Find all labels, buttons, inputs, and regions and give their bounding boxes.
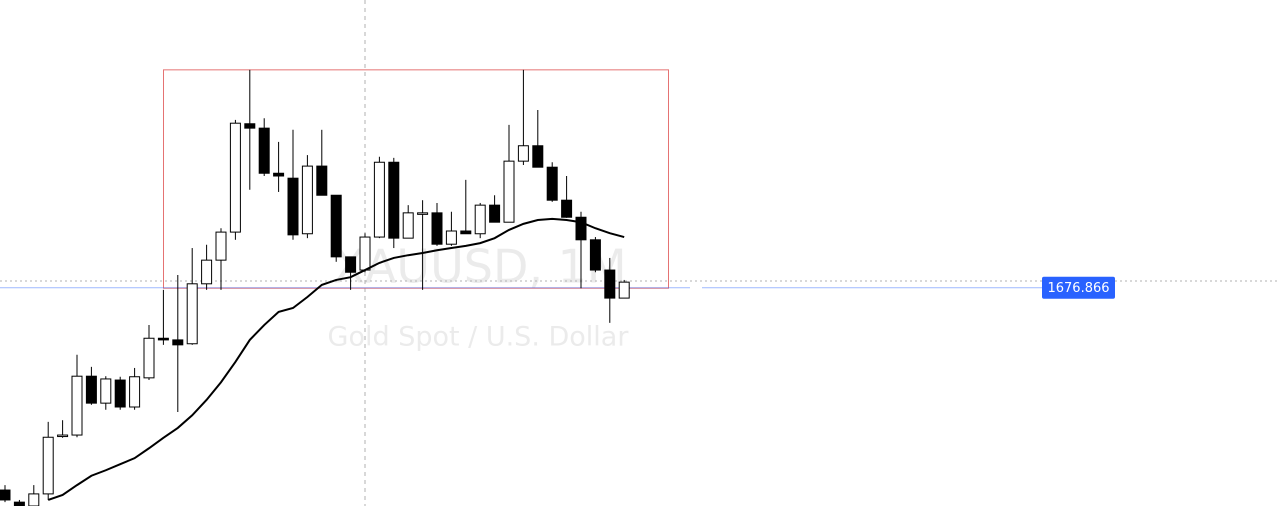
candle-body <box>316 165 328 196</box>
candle-body <box>301 165 313 235</box>
candle-body <box>287 177 299 236</box>
candle-body <box>445 230 457 245</box>
candle-body <box>489 204 501 223</box>
candle-body <box>474 204 486 235</box>
candle-body <box>114 379 126 408</box>
candle-body <box>359 236 371 271</box>
candle-body <box>13 501 25 506</box>
candle-body <box>28 493 40 506</box>
candle-body <box>431 212 443 245</box>
candle-body <box>330 194 342 258</box>
candle-body <box>42 436 54 495</box>
range-box <box>163 69 669 289</box>
candle-body <box>0 489 11 501</box>
price-label-box <box>1042 276 1115 299</box>
price-label: 1676.866 <box>1047 281 1109 296</box>
watermark-symbol: XAUUSD, 1M <box>333 240 626 294</box>
watermark-description: Gold Spot / U.S. Dollar <box>328 322 630 353</box>
candle-body <box>100 378 112 404</box>
candle-body <box>503 160 515 223</box>
candle-body <box>604 269 616 299</box>
candle-body <box>618 281 630 299</box>
candle-body <box>345 256 357 273</box>
candle-body <box>373 161 385 238</box>
candle-body <box>157 337 169 341</box>
candle-body <box>546 166 558 201</box>
candle-body <box>388 161 400 239</box>
candle-body <box>129 376 141 408</box>
candle-body <box>532 145 544 168</box>
candle-body <box>561 199 573 218</box>
candle-body <box>215 231 227 261</box>
candle-body <box>517 145 529 162</box>
candle-body <box>417 212 429 215</box>
candle-body <box>273 172 285 177</box>
candle-body <box>201 259 213 285</box>
candle-body <box>244 123 256 129</box>
candle-body <box>143 337 155 379</box>
moving-average <box>47 217 625 501</box>
candle-body <box>589 239 601 271</box>
candle-body <box>460 230 472 235</box>
candle-body <box>71 375 83 436</box>
candle-body <box>85 375 97 404</box>
candle-body <box>229 122 241 233</box>
candle-body <box>575 216 587 241</box>
candle-body <box>172 339 184 346</box>
candle-body <box>258 127 270 174</box>
candle-body <box>57 434 69 438</box>
candle-body <box>186 283 198 345</box>
candle-body <box>402 212 414 239</box>
